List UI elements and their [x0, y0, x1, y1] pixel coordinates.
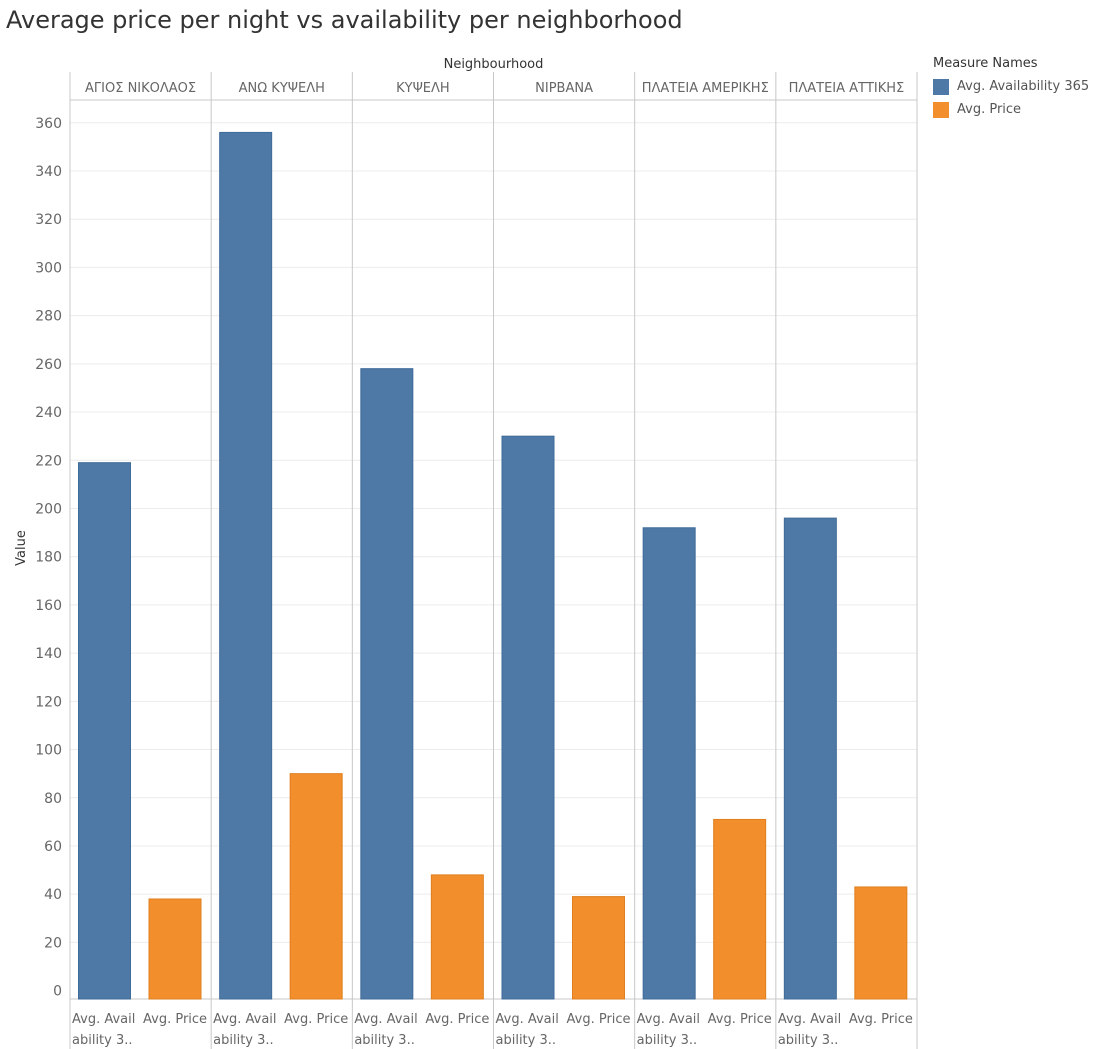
bar-availability-5	[642, 527, 696, 1000]
column-header-5: ΠΛΑΤΕΙΑ ΑΜΕΡΙΚΗΣ	[642, 81, 769, 96]
y-tick-label: 360	[35, 116, 62, 132]
y-tick-label: 300	[35, 260, 62, 276]
legend-title: Measure Names	[933, 56, 1038, 71]
x-label-availability: ability 3..	[637, 1033, 698, 1048]
bar-availability-1	[78, 462, 131, 1000]
y-axis-title: Value	[14, 530, 29, 566]
column-header-1: ΑΓΙΟΣ ΝΙΚΟΛΑΟΣ	[85, 81, 196, 96]
x-label-availability: ability 3..	[72, 1033, 133, 1048]
x-label-availability: Avg. Avail	[213, 1012, 276, 1027]
x-label-availability: ability 3..	[354, 1033, 415, 1048]
x-label-availability: ability 3..	[778, 1033, 839, 1048]
column-header-2: ΑΝΩ ΚΥΨΕΛΗ	[239, 81, 325, 96]
bar-availability-4	[501, 435, 555, 1000]
legend-item-price[interactable]: Avg. Price	[933, 98, 1098, 121]
bar-availability-2	[219, 131, 273, 1000]
x-label-availability: ability 3..	[213, 1033, 274, 1048]
x-label-price: Avg. Price	[708, 1012, 772, 1027]
x-label-availability: Avg. Avail	[778, 1012, 841, 1027]
bar-chart: Value 0 20 40 60 80 100 120 140 160 180 200 220 240 26…	[14, 57, 918, 1049]
y-tick-label: 180	[35, 550, 62, 566]
column-header-title: Neighbourhood	[444, 57, 544, 72]
y-tick-label: 20	[44, 935, 62, 951]
legend-label-availability: Avg. Availability 365	[957, 79, 1090, 94]
x-label-price: Avg. Price	[284, 1012, 348, 1027]
y-tick-label: 0	[53, 984, 62, 1000]
legend-swatch-availability	[933, 78, 949, 95]
bar-price-5	[713, 818, 767, 1000]
y-tick-label: 340	[35, 164, 62, 180]
x-label-availability: Avg. Avail	[496, 1012, 559, 1027]
bar-price-6	[854, 886, 908, 1000]
y-tick-label: 140	[35, 646, 62, 662]
y-tick-label: 240	[35, 405, 62, 421]
y-tick-label: 60	[44, 839, 62, 855]
chart-title: Average price per night vs availability …	[6, 6, 683, 34]
y-tick-label: 100	[35, 743, 62, 759]
y-tick-label: 80	[44, 791, 62, 807]
column-header-3: ΚΥΨΕΛΗ	[396, 81, 450, 96]
legend-swatch-price	[933, 101, 949, 118]
x-label-availability: Avg. Avail	[354, 1012, 417, 1027]
bar-availability-6	[783, 517, 837, 1000]
bar-price-3	[430, 874, 484, 1000]
y-tick-label: 160	[35, 598, 62, 614]
x-label-price: Avg. Price	[567, 1012, 631, 1027]
legend: Measure Names Avg. Availability 365 Avg.…	[933, 56, 1098, 121]
bar-availability-3	[360, 368, 414, 1000]
x-label-availability: ability 3..	[496, 1033, 557, 1048]
bar-price-4	[572, 896, 625, 1000]
x-label-availability: Avg. Avail	[637, 1012, 700, 1027]
bar-price-1	[148, 898, 202, 1000]
x-label-availability: Avg. Avail	[72, 1012, 135, 1027]
y-tick-label: 200	[35, 501, 62, 517]
column-header-4: ΝΙΡΒΑΝΑ	[535, 81, 593, 96]
y-tick-label: 260	[35, 357, 62, 373]
y-tick-label: 220	[35, 453, 62, 469]
legend-item-availability[interactable]: Avg. Availability 365	[933, 75, 1098, 98]
y-tick-label: 320	[35, 212, 62, 228]
column-header-6: ΠΛΑΤΕΙΑ ΑΤΤΙΚΗΣ	[789, 81, 905, 96]
x-label-price: Avg. Price	[849, 1012, 913, 1027]
x-label-price: Avg. Price	[425, 1012, 489, 1027]
y-tick-label: 280	[35, 309, 62, 325]
x-label-price: Avg. Price	[143, 1012, 207, 1027]
y-tick-label: 120	[35, 694, 62, 710]
y-tick-label: 40	[44, 887, 62, 903]
legend-label-price: Avg. Price	[957, 102, 1022, 117]
bar-price-2	[289, 773, 343, 1000]
